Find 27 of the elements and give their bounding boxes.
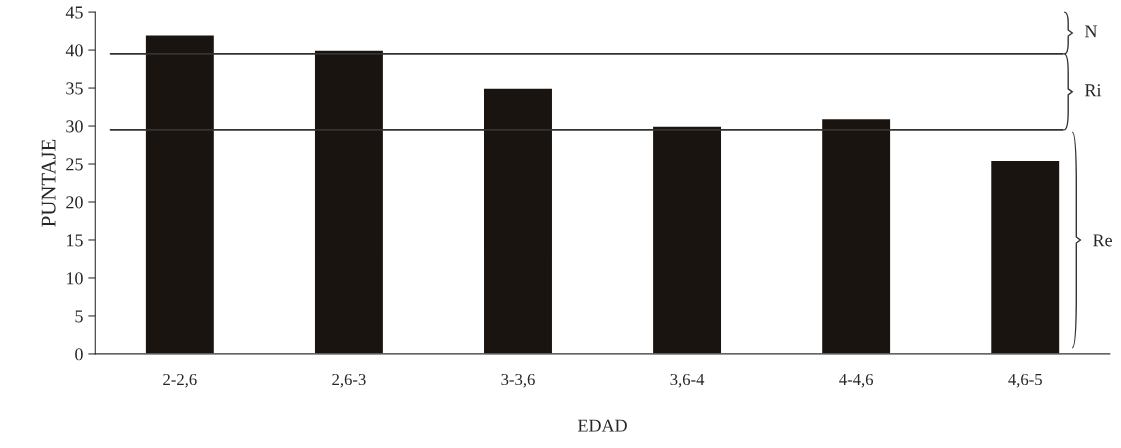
y-tick-label: 40: [65, 44, 83, 57]
y-tick-label: 30: [66, 120, 83, 133]
bar: [820, 117, 892, 354]
bar: [651, 125, 723, 354]
x-axis-title: EDAD: [577, 419, 627, 432]
x-tick-label: 3,6-4: [670, 373, 705, 388]
y-tick-label: 15: [67, 234, 83, 247]
x-tick-label: 2,6-3: [332, 373, 366, 388]
bar: [144, 34, 216, 354]
y-tick-label: 0: [75, 348, 83, 361]
x-tick-label: 4-4,6: [839, 373, 874, 388]
bar: [989, 159, 1061, 354]
text: Re: [1093, 234, 1112, 247]
x-tick-label: 3-3,6: [501, 373, 535, 388]
y-tick-label: 20: [66, 196, 83, 209]
bar: [482, 87, 554, 354]
y-tick-label: 45: [65, 6, 83, 19]
y-axis-title: PUNTAJE: [41, 139, 56, 227]
bar: [313, 49, 385, 354]
y-tick-label: 10: [67, 272, 83, 285]
y-tick-label: 25: [66, 158, 83, 171]
text: N: [1084, 25, 1098, 38]
x-tick-label: 2-2,6: [163, 373, 197, 388]
y-tick-label: 5: [75, 310, 83, 323]
y-tick-label: 35: [66, 82, 83, 95]
x-tick-label: 4,6-5: [1008, 373, 1042, 388]
text: Ri: [1084, 84, 1102, 97]
